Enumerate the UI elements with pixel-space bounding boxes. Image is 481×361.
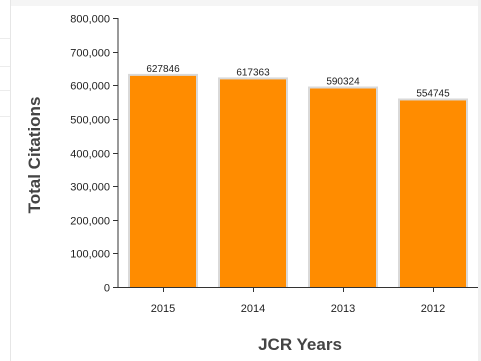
bar-2013	[310, 88, 376, 287]
bar-value-label: 554745	[416, 88, 450, 99]
x-axis-title: JCR Years	[258, 335, 342, 354]
left-panel-divider	[0, 90, 10, 91]
y-tick-label: 0	[104, 283, 110, 295]
x-axis: 2015 2014 2013 2012	[118, 287, 478, 315]
x-tick-label: 2014	[241, 303, 265, 315]
bar-2015	[130, 75, 196, 287]
bar-series: 627846 617363 590324 554745	[128, 64, 468, 288]
y-axis: 0 100,000 200,000 300,000 400,000 500,000 600,…	[70, 14, 119, 295]
left-panel	[0, 0, 11, 361]
y-tick-label: 600,000	[70, 81, 110, 93]
bar-2014	[220, 79, 286, 288]
y-tick-label: 800,000	[70, 14, 110, 26]
bar-value-label: 590324	[326, 77, 360, 88]
bar-value-label: 617363	[236, 67, 270, 78]
y-tick-label: 700,000	[70, 48, 110, 60]
left-panel-divider	[0, 38, 10, 39]
x-tick-label: 2012	[421, 303, 445, 315]
x-tick-label: 2015	[151, 303, 175, 315]
y-tick-label: 100,000	[70, 249, 110, 261]
y-tick-label: 400,000	[70, 149, 110, 161]
left-panel-divider	[0, 116, 10, 117]
top-strip	[11, 0, 481, 6]
y-tick-label: 500,000	[70, 115, 110, 127]
y-tick-label: 200,000	[70, 216, 110, 228]
bar-value-label: 627846	[146, 64, 180, 75]
left-panel-divider	[0, 66, 10, 67]
y-tick-label: 300,000	[70, 182, 110, 194]
bar-2012	[400, 100, 466, 287]
x-tick-label: 2013	[331, 303, 355, 315]
right-edge	[478, 0, 481, 361]
y-axis-title: Total Citations	[25, 97, 44, 214]
